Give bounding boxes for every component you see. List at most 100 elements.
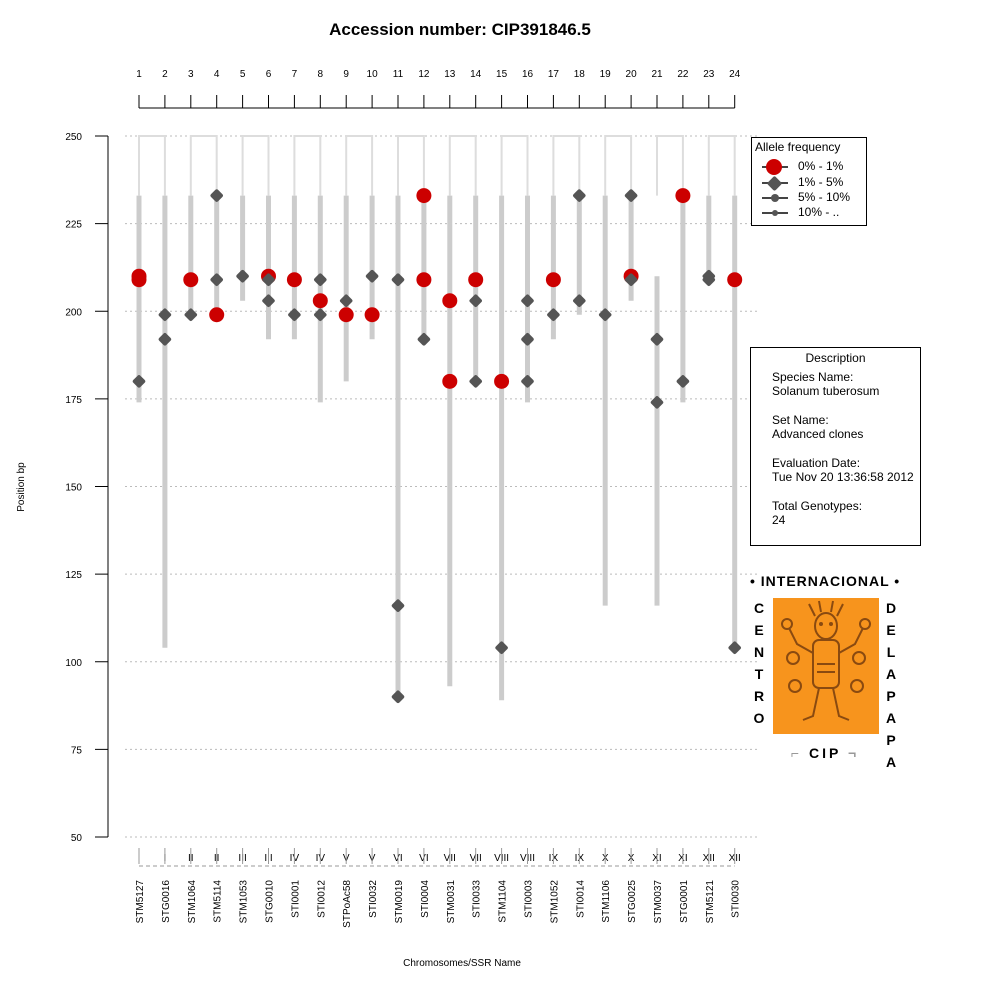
marker-name: STG0010 — [265, 880, 276, 923]
marker-name: STM1053 — [239, 880, 250, 924]
logo-step-icon-right: ¬ — [847, 745, 860, 761]
marker-name: STI0012 — [316, 880, 327, 918]
allele-point-common — [132, 375, 146, 388]
marker-number: 20 — [626, 69, 638, 80]
y-tick-label: 200 — [65, 307, 82, 318]
allele-point-rare — [312, 293, 328, 309]
marker-name: STI0032 — [368, 880, 379, 918]
allele-point-common — [314, 308, 327, 321]
evaluation-date: Evaluation Date: Tue Nov 20 13:36:58 201… — [772, 456, 914, 484]
allele-point-common — [365, 269, 379, 283]
marker-name: STM1064 — [187, 880, 198, 924]
legend-entry-0-1: 0% - 1% — [762, 159, 866, 175]
logo-letter: R — [753, 688, 765, 704]
marker-number: 22 — [677, 69, 689, 80]
allele-point-rare — [416, 272, 432, 288]
allele-point-common — [158, 308, 172, 321]
allele-point-rare — [545, 272, 561, 288]
chromosome-bracket — [138, 135, 166, 196]
allele-point-common — [650, 396, 664, 409]
allele-point-common — [624, 189, 638, 202]
legend-marker-gray-small — [772, 210, 778, 216]
allele-point-common — [391, 273, 405, 286]
allele-point-common — [469, 375, 482, 388]
set-label: Set Name: — [772, 413, 829, 427]
date-label: Evaluation Date: — [772, 456, 861, 470]
grid-lines — [125, 135, 760, 838]
allele-point-common — [547, 308, 560, 321]
allele-point-common — [521, 333, 534, 346]
marker-number: 17 — [548, 69, 560, 80]
bottom-labels: ISTM5127ISTG0016IISTM1064IISTM5114IIISTM… — [135, 848, 742, 928]
marker-name: STI0030 — [731, 880, 742, 918]
chromosome-bracket — [189, 135, 218, 196]
logo-letter: C — [753, 600, 765, 616]
logo-letter: N — [753, 644, 765, 660]
species-label: Species Name: — [772, 370, 854, 384]
legend-entry-1-5: 1% - 5% — [762, 175, 866, 192]
allele-point-common — [236, 269, 249, 283]
logo-letter: E — [754, 622, 764, 638]
allele-point-rare — [416, 188, 432, 204]
marker-number: 7 — [292, 69, 298, 80]
allele-point-common — [158, 333, 172, 346]
marker-name: STPoAc58 — [342, 880, 353, 928]
chart-title: Accession number: CIP391846.5 — [329, 20, 591, 39]
marker-name: STM0037 — [653, 880, 664, 924]
marker-number: 2 — [162, 69, 168, 80]
legend-marker-gray-medium — [771, 194, 779, 202]
marker-number: 5 — [240, 69, 246, 80]
allele-point-common — [495, 641, 508, 654]
allele-point-common — [676, 375, 690, 388]
y-tick-label: 225 — [65, 220, 82, 231]
logo-step-icon-left: ⌐ — [790, 745, 803, 761]
allele-point-rare — [286, 272, 302, 288]
allele-point-common — [521, 294, 534, 307]
marker-name: STG0001 — [679, 880, 690, 923]
chromosome-bracket — [656, 135, 684, 196]
date-value: Tue Nov 20 13:36:58 2012 — [772, 470, 914, 484]
legend-entry-10-plus: 10% - .. — [762, 205, 866, 220]
allele-point-rare — [131, 272, 147, 288]
logo-letter: A — [885, 710, 897, 726]
y-tick-label: 150 — [65, 483, 82, 494]
marker-name: STM0031 — [446, 880, 457, 924]
legend-title: Allele frequency — [755, 140, 841, 154]
allele-point-rare — [183, 272, 199, 288]
allele-point-common — [573, 294, 586, 307]
allele-point-common — [262, 294, 275, 307]
allele-point-common — [210, 189, 223, 202]
logo-letter: D — [885, 600, 897, 616]
logo-letter: O — [753, 710, 765, 726]
marker-name: STG0016 — [161, 880, 172, 923]
x-axis-label: Chromosomes/SSR Name — [403, 958, 521, 969]
chromosome-bracket — [552, 135, 581, 196]
allele-point-common — [391, 690, 405, 704]
marker-name: STM5121 — [705, 880, 716, 924]
species-value: Solanum tuberosum — [772, 384, 880, 398]
marker-name: STM1104 — [498, 880, 509, 923]
marker-number: 11 — [393, 69, 404, 80]
y-tick-label: 50 — [71, 833, 83, 844]
allele-point-common — [339, 294, 353, 307]
allele-point-rare — [364, 307, 380, 323]
chromosome-bracket — [397, 135, 425, 196]
marker-name: STI0033 — [472, 880, 483, 918]
total-label: Total Genotypes: — [772, 499, 863, 513]
allele-point-rare — [442, 293, 458, 309]
chromosome-bracket — [241, 135, 270, 196]
marker-number: 15 — [496, 69, 508, 80]
legend-label: 1% - 5% — [798, 175, 844, 189]
marker-name: STM1052 — [549, 880, 560, 924]
chromosome-brackets — [138, 135, 736, 196]
marker-name: STM5114 — [213, 880, 224, 923]
y-axis: 50 75 100 125 150 175 200 225 250 — [65, 132, 109, 844]
allele-point-common — [702, 273, 716, 286]
marker-number: 23 — [703, 69, 715, 80]
logo-figure-icon — [781, 600, 871, 721]
set-name: Set Name: Advanced clones — [772, 413, 863, 441]
marker-number: 21 — [651, 69, 663, 80]
